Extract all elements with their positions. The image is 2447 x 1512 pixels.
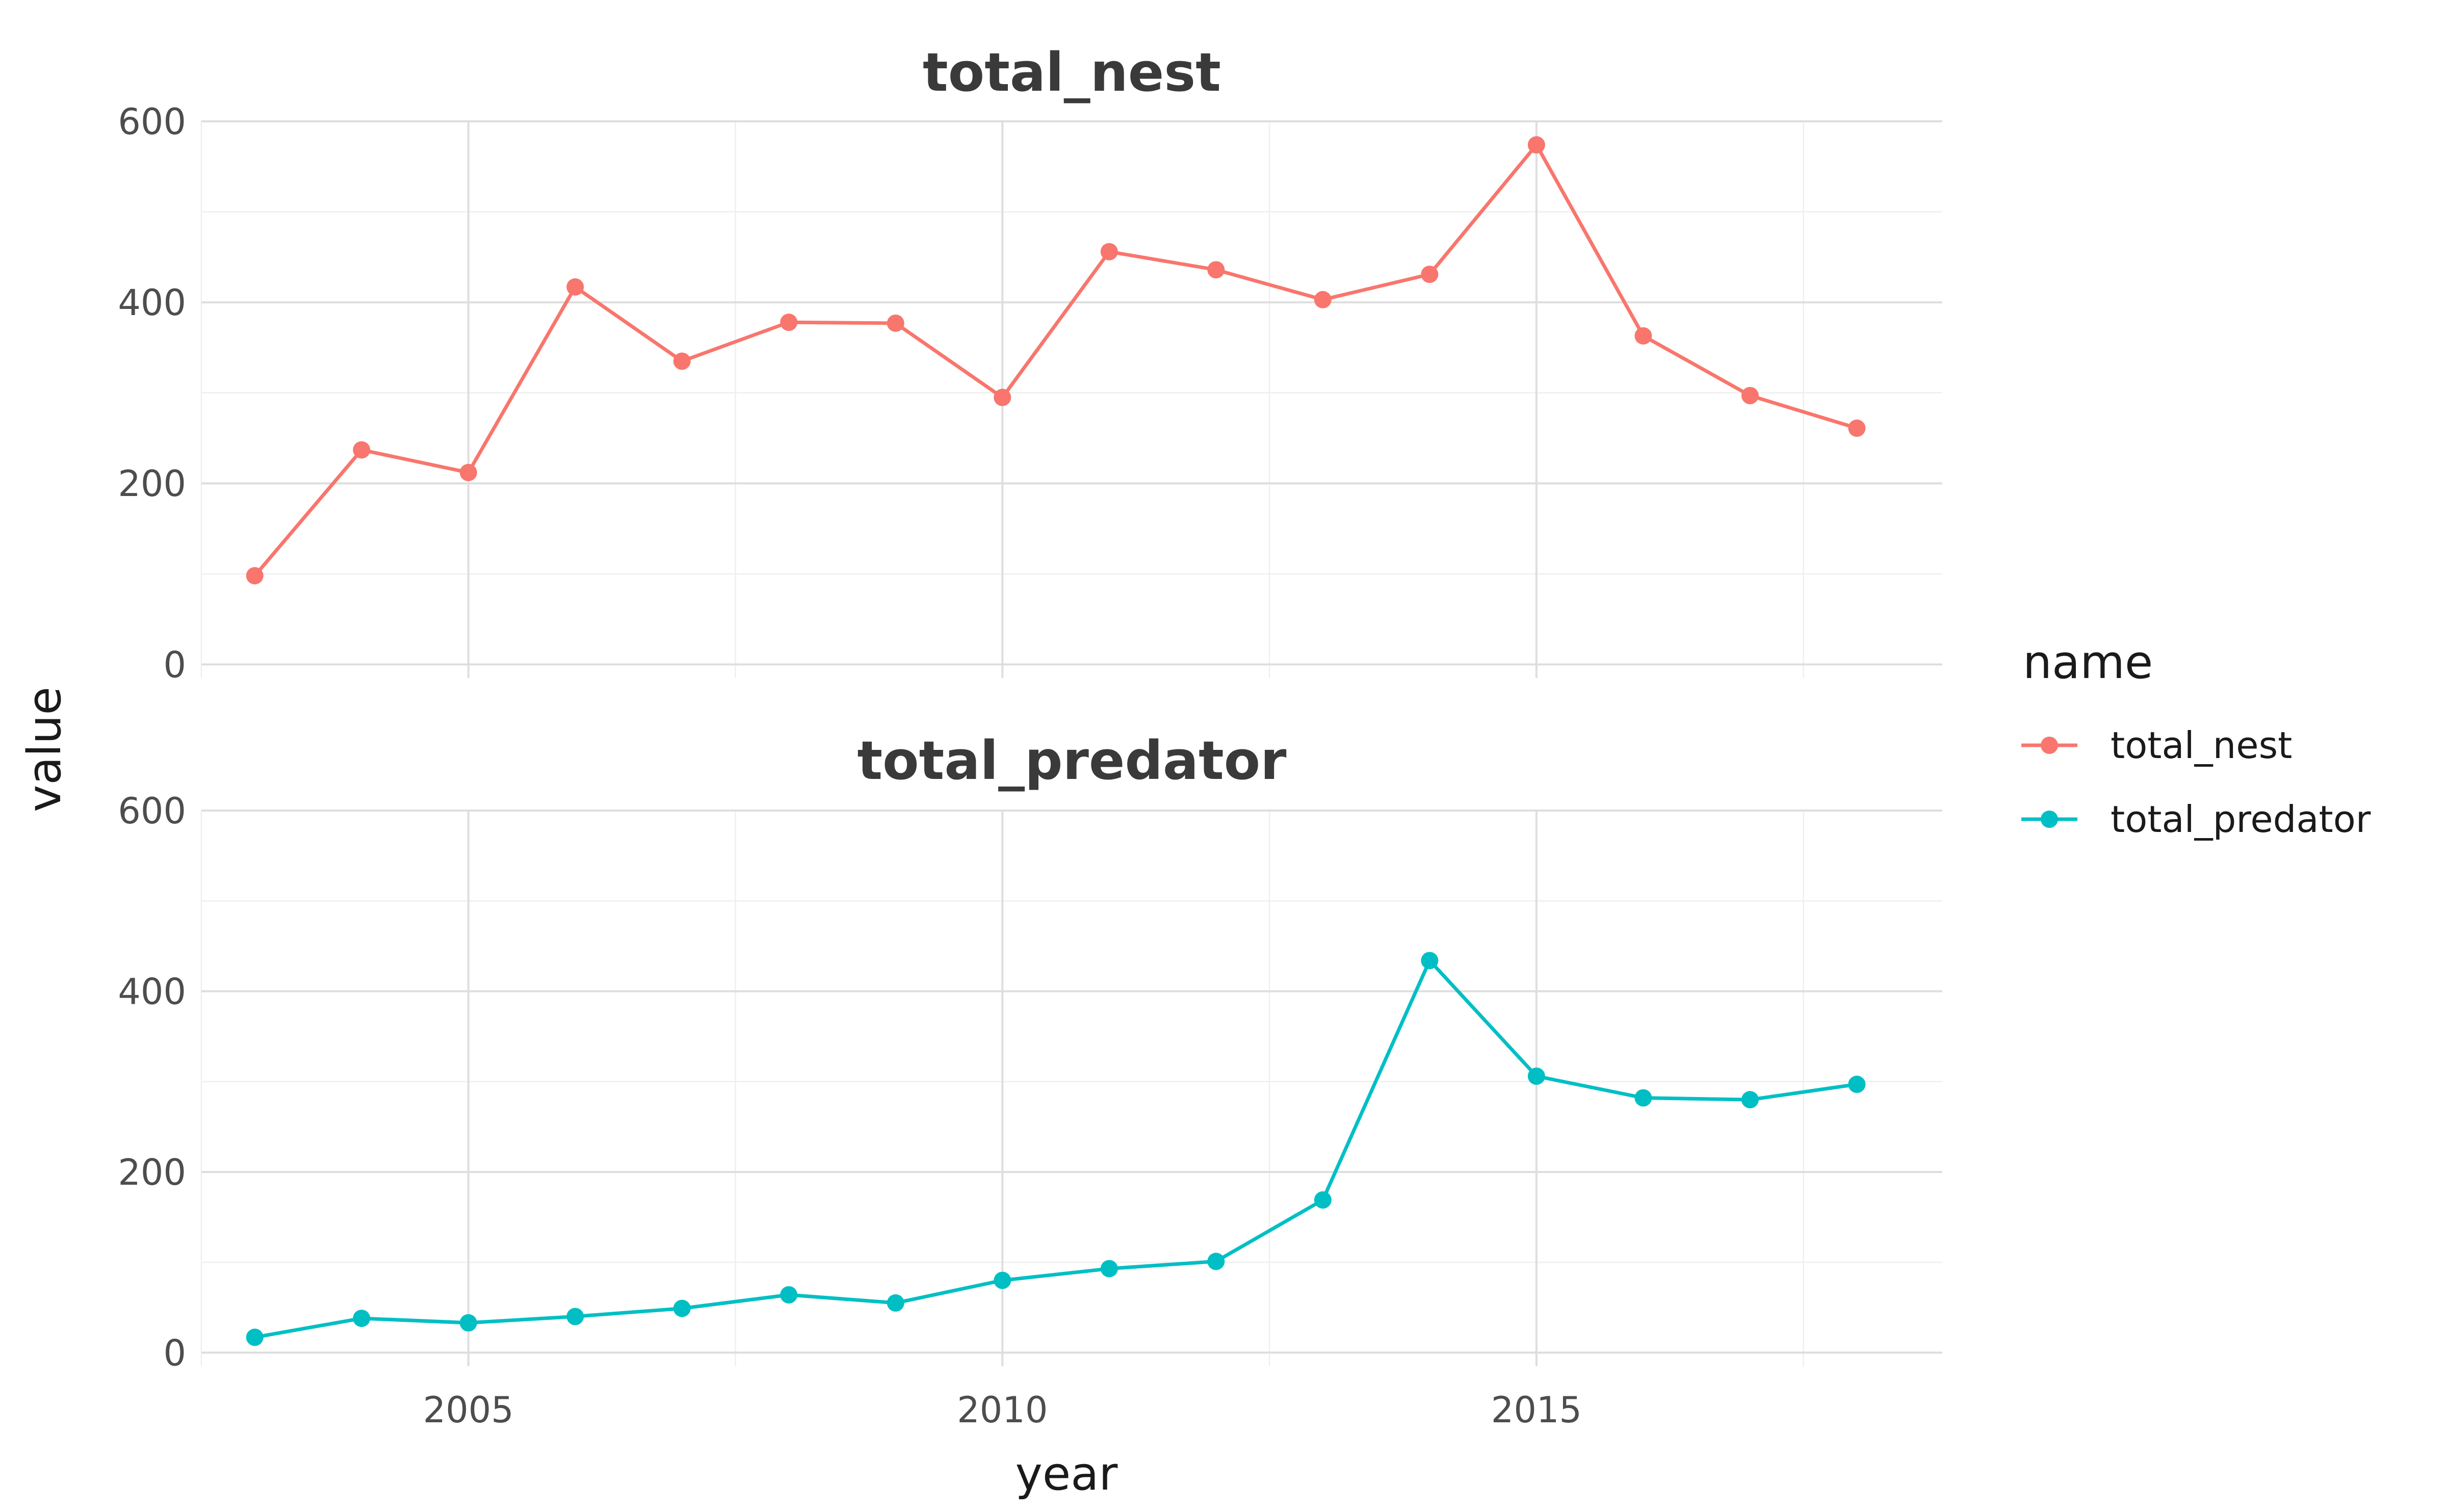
data-point-total_nest — [887, 314, 904, 332]
data-point-total_nest — [1741, 387, 1759, 405]
legend-key-point — [2041, 737, 2058, 754]
data-point-total_nest — [994, 388, 1011, 406]
facet-title: total_predator — [857, 729, 1286, 792]
data-point-total_predator — [1527, 1067, 1545, 1085]
x-tick-label: 2015 — [1491, 1389, 1582, 1431]
legend-title: name — [2023, 636, 2153, 689]
y-tick-label: 600 — [118, 790, 186, 832]
data-point-total_predator — [1314, 1191, 1332, 1209]
data-point-total_predator — [1741, 1091, 1759, 1109]
data-point-total_nest — [459, 463, 477, 481]
legend-item-total_nest: total_nest — [2021, 724, 2292, 767]
facet-panels: 0 200 400 600 total_nest 0 200 400 600 total_pred… — [118, 41, 1942, 1431]
data-point-total_nest — [673, 352, 691, 370]
data-point-total_predator — [1100, 1260, 1118, 1278]
legend-label: total_predator — [2111, 798, 2371, 841]
x-tick-label: 2010 — [957, 1389, 1048, 1431]
legend: name total_nest total_predator — [2021, 636, 2371, 841]
data-point-total_predator — [1421, 952, 1439, 970]
data-point-total_nest — [1421, 266, 1439, 283]
data-point-total_nest — [566, 278, 584, 296]
data-point-total_predator — [1848, 1076, 1866, 1093]
x-tick-label: 2005 — [423, 1389, 514, 1431]
data-point-total_predator — [1634, 1089, 1652, 1107]
y-axis-title: value — [18, 687, 71, 812]
y-tick-label: 400 — [118, 971, 186, 1012]
data-point-total_predator — [459, 1314, 477, 1332]
facet-title: total_nest — [923, 41, 1221, 103]
x-axis-title: year — [1016, 1447, 1118, 1501]
data-point-total_predator — [673, 1299, 691, 1317]
y-tick-label: 200 — [118, 1152, 186, 1193]
data-point-total_predator — [566, 1308, 584, 1325]
data-point-total_predator — [246, 1328, 264, 1346]
legend-label: total_nest — [2111, 724, 2292, 767]
data-point-total_nest — [1314, 291, 1332, 308]
data-point-total_nest — [1848, 419, 1866, 437]
data-point-total_nest — [1207, 261, 1225, 279]
facet-panel-total_nest: 0 200 400 600 total_nest — [118, 41, 1942, 686]
y-tick-label: 400 — [118, 282, 186, 324]
legend-items: total_nest total_predator — [2021, 724, 2371, 841]
series-line-total_nest — [253, 143, 1858, 577]
data-point-total_predator — [1207, 1253, 1225, 1270]
y-tick-label: 0 — [163, 644, 186, 686]
y-tick-label: 0 — [163, 1332, 186, 1374]
y-tick-label: 200 — [118, 463, 186, 505]
facet-panel-total_predator: 0 200 400 600 total_predator 2005 2010 2015 — [118, 729, 1942, 1431]
data-point-total_predator — [994, 1271, 1011, 1289]
series-line-total_predator — [254, 958, 1857, 1339]
data-point-total_nest — [353, 441, 371, 459]
y-tick-label: 600 — [118, 101, 186, 143]
data-point-total_predator — [353, 1310, 371, 1327]
data-point-total_nest — [1634, 327, 1652, 345]
legend-key-point — [2041, 811, 2058, 828]
data-point-total_nest — [1527, 136, 1545, 154]
data-point-total_nest — [780, 314, 798, 331]
legend-item-total_predator: total_predator — [2021, 798, 2371, 841]
data-point-total_nest — [246, 567, 264, 585]
data-point-total_predator — [887, 1294, 904, 1312]
data-point-total_nest — [1100, 243, 1118, 260]
data-point-total_predator — [780, 1286, 798, 1304]
